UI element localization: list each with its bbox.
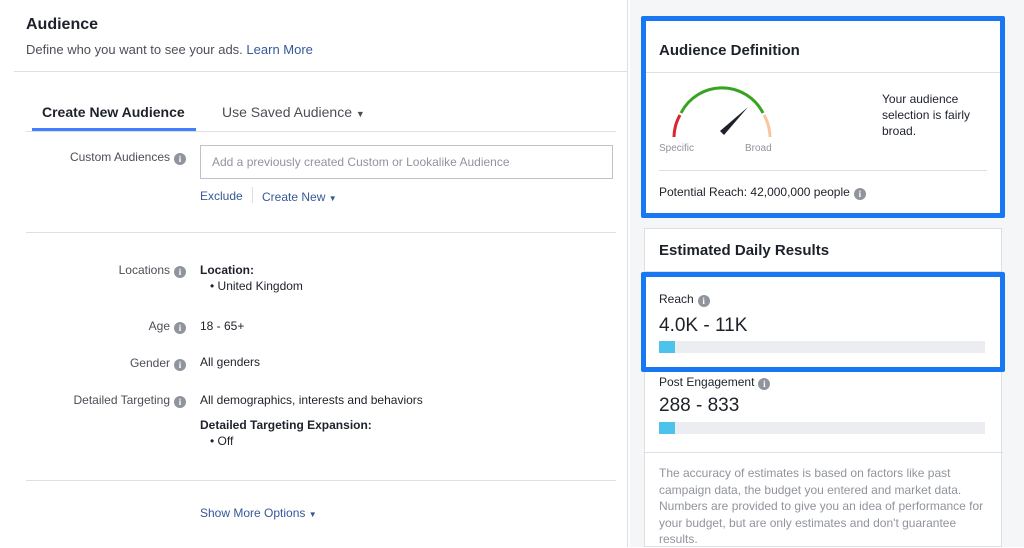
card-title: Audience Definition <box>659 42 800 59</box>
create-new-link[interactable]: Create New ▼ <box>262 190 337 204</box>
gender-label: Gender i <box>26 356 186 371</box>
learn-more-link[interactable]: Learn More <box>246 42 313 57</box>
caret-down-icon: ▼ <box>355 109 365 119</box>
audience-panel: Audience Define who you want to see your… <box>14 0 628 547</box>
divider <box>26 480 616 481</box>
caret-down-icon: ▼ <box>328 194 337 203</box>
age-value: 18 - 65+ <box>200 319 245 333</box>
locations-label: Locations i <box>26 263 186 278</box>
detailed-targeting-label: Detailed Targeting i <box>26 393 186 408</box>
divider <box>252 187 253 203</box>
divider <box>26 232 616 233</box>
info-icon[interactable]: i <box>174 322 186 334</box>
info-icon[interactable]: i <box>758 378 771 390</box>
expansion-heading: Detailed Targeting Expansion: <box>200 418 372 432</box>
reach-value: 4.0K - 11K <box>659 315 748 336</box>
gender-value: All genders <box>200 355 261 369</box>
show-more-options-link[interactable]: Show More Options ▼ <box>200 506 317 520</box>
expansion-item: • Off <box>210 434 234 448</box>
info-icon[interactable]: i <box>174 396 186 408</box>
divider <box>26 131 616 132</box>
info-icon[interactable]: i <box>174 153 186 165</box>
divider <box>645 271 1003 272</box>
reach-bar <box>659 341 985 353</box>
tab-create-new-audience[interactable]: Create New Audience <box>42 104 185 120</box>
section-title: Audience <box>26 16 99 33</box>
divider <box>14 71 628 72</box>
potential-reach: Potential Reach: 42,000,000 people i <box>659 185 866 200</box>
info-icon[interactable]: i <box>174 266 186 278</box>
custom-audiences-label: Custom Audiences i <box>26 150 186 165</box>
location-heading: Location: <box>200 263 254 277</box>
reach-label: Reach i <box>659 292 710 307</box>
exclude-link[interactable]: Exclude <box>200 189 243 203</box>
info-icon[interactable]: i <box>697 295 710 307</box>
info-icon[interactable]: i <box>853 188 866 200</box>
engagement-label: Post Engagement i <box>659 375 771 390</box>
custom-audience-input[interactable]: Add a previously created Custom or Looka… <box>200 145 613 179</box>
caret-down-icon: ▼ <box>308 510 317 519</box>
tab-use-saved-audience[interactable]: Use Saved Audience ▼ <box>222 104 365 120</box>
active-tab-indicator <box>32 128 196 131</box>
location-item: • United Kingdom <box>210 279 303 293</box>
audience-definition-card: Audience Definition Specific Broad Your … <box>641 16 1005 218</box>
audience-gauge <box>672 86 772 138</box>
card-title: Estimated Daily Results <box>659 242 830 259</box>
section-subtitle: Define who you want to see your ads. Lea… <box>26 42 313 57</box>
divider <box>645 452 1003 453</box>
audience-message: Your audience selection is fairly broad. <box>882 92 971 138</box>
divider <box>659 170 987 171</box>
specific-label: Specific <box>659 143 695 154</box>
reach-card: Reach i 4.0K - 11K <box>641 272 1005 372</box>
info-icon[interactable]: i <box>174 359 186 371</box>
divider <box>646 72 1000 73</box>
age-label: Age i <box>26 319 186 334</box>
engagement-value: 288 - 833 <box>659 395 740 416</box>
disclaimer: The accuracy of estimates is based on fa… <box>659 466 984 546</box>
broad-label: Broad <box>745 143 772 154</box>
detailed-targeting-value: All demographics, interests and behavior… <box>200 393 423 407</box>
engagement-bar <box>659 422 985 434</box>
